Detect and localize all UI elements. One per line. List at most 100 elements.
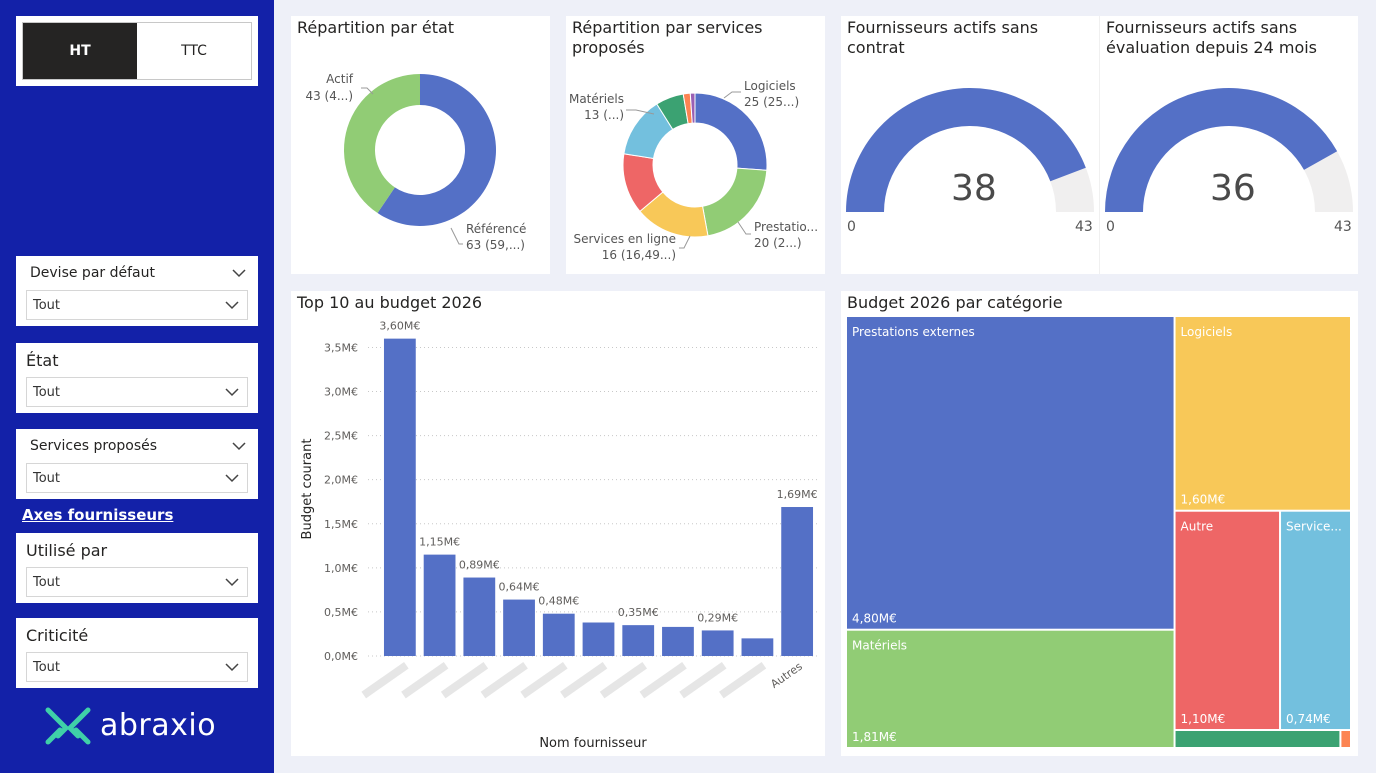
etat-slicer: État Tout (16, 343, 258, 413)
utilise-dropdown[interactable]: Tout (26, 567, 248, 597)
x-tick-label-redacted (639, 661, 687, 699)
bar[interactable] (662, 626, 694, 656)
x-tick-label-redacted (401, 661, 449, 699)
gauge1-chart (846, 88, 1094, 212)
bar[interactable] (701, 630, 734, 656)
bar[interactable] (503, 599, 535, 656)
gauge2-title-line1: Fournisseurs actifs sans (1106, 18, 1298, 37)
axes-fournisseurs-link[interactable]: Axes fournisseurs (22, 506, 174, 524)
x-tick-label-redacted (719, 661, 767, 699)
treemap-tile[interactable] (847, 317, 1174, 629)
bar[interactable] (741, 638, 774, 656)
slice-name-label: Référencé (466, 222, 526, 236)
criticite-dropdown[interactable]: Tout (26, 652, 248, 682)
slice-label: 25 (25...) (744, 95, 799, 109)
x-tick-label-redacted (520, 661, 568, 699)
bar-data-label: 0,35M€ (618, 606, 659, 619)
slice-label: Logiciels (744, 79, 796, 93)
chevron-down-icon[interactable] (230, 437, 248, 455)
x-tick-label: Autres (768, 660, 805, 691)
treemap-tile[interactable] (1175, 317, 1350, 510)
donut-slice-actif[interactable] (344, 74, 420, 214)
bar[interactable] (582, 622, 615, 657)
criticite-slicer: Criticité Tout (16, 618, 258, 688)
label-leader (626, 109, 655, 115)
devise-dropdown[interactable]: Tout (26, 290, 248, 320)
abraxio-logo-icon (45, 707, 91, 745)
treemap-tile[interactable] (1281, 511, 1350, 729)
top10-title: Top 10 au budget 2026 (297, 293, 483, 312)
devise-slicer-title: Devise par défaut (30, 265, 155, 281)
chevron-down-icon[interactable] (230, 264, 248, 282)
gauge2-max-label: 43 (1334, 219, 1352, 235)
chevron-down-icon (223, 573, 241, 591)
ht-button[interactable]: HT (23, 23, 137, 79)
treemap-tile-name: Logiciels (1181, 325, 1233, 339)
bar[interactable] (542, 613, 575, 656)
etat-dropdown[interactable]: Tout (26, 377, 248, 407)
label-leader (450, 227, 463, 245)
x-tick-label-redacted (440, 661, 489, 699)
treemap-tile[interactable] (847, 630, 1174, 747)
etat-dropdown-value: Tout (33, 384, 61, 400)
gauge-fill[interactable] (1105, 87, 1338, 212)
bar-data-label: 1,69M€ (777, 488, 818, 501)
treemap-tile[interactable] (1175, 511, 1280, 729)
gauge2-min-label: 0 (1106, 219, 1115, 235)
ttc-button[interactable]: TTC (181, 43, 207, 59)
services-dropdown-value: Tout (33, 470, 61, 486)
x-tick-label-redacted (361, 661, 409, 699)
y-tick-label: 3,0M€ (324, 386, 358, 399)
treemap-tile-value: 1,60M€ (1181, 493, 1226, 507)
treemap-title: Budget 2026 par catégorie (847, 293, 1063, 312)
treemap-tile-value: 1,81M€ (852, 730, 897, 744)
y-tick-label: 0,0M€ (324, 650, 358, 663)
top10-bar-chart: 0,0M€ 0,5M€ 1,0M€ 1,5M€ 2,0M€ 2,5M€ 3,0M€ 3,5M€… (300, 320, 818, 751)
treemap-tile-name: Matériels (852, 639, 907, 653)
bar-data-label: 1,15M€ (419, 536, 460, 549)
abraxio-logo: abraxio (44, 704, 216, 746)
bar[interactable] (622, 625, 655, 656)
utilise-slicer-title: Utilisé par (26, 540, 108, 560)
bar-data-label: 0,64M€ (499, 581, 540, 594)
services-donut-title-line2: proposés (572, 38, 645, 57)
label-leader (361, 87, 374, 95)
etat-donut-title: Répartition par état (297, 18, 455, 37)
treemap-tile[interactable] (1341, 731, 1350, 747)
services-dropdown[interactable]: Tout (26, 463, 248, 493)
treemap-tile-name: Service... (1286, 520, 1342, 534)
treemap-tile[interactable] (1175, 731, 1340, 747)
bar-data-label: 0,48M€ (538, 595, 579, 608)
services-donut-card: Répartition par services proposés Logici… (566, 16, 825, 274)
treemap-tile-name: Prestations externes (852, 325, 975, 339)
bar[interactable] (423, 554, 456, 656)
slice-label: Services en ligne (574, 232, 677, 246)
bar[interactable] (781, 507, 814, 656)
devise-dropdown-value: Tout (33, 297, 61, 313)
treemap-card: Budget 2026 par catégorie Prestations ex… (841, 291, 1358, 756)
bar[interactable] (383, 338, 416, 656)
etat-slicer-title: État (26, 350, 59, 370)
etat-donut-chart: Référencé 63 (59,...) Actif 43 (4...) (305, 72, 526, 252)
x-tick-label-redacted (679, 661, 727, 699)
services-slicer-title: Services proposés (30, 438, 158, 454)
x-tick-label-redacted (560, 661, 608, 699)
slice-value-label: 43 (4...) (305, 89, 353, 103)
x-tick-label-redacted (599, 661, 648, 699)
gauge1-title-line2: contrat (847, 38, 905, 57)
donut-slice-référencé[interactable] (377, 74, 496, 226)
slice-label: 20 (2...) (754, 236, 802, 250)
criticite-slicer-title: Criticité (26, 625, 89, 645)
y-tick-label: 1,5M€ (324, 518, 358, 531)
slice-label: 13 (...) (584, 108, 624, 122)
services-donut-title: Répartition par services proposés (572, 18, 763, 58)
donut-slice-unlabeled[interactable] (689, 92, 696, 124)
bar[interactable] (463, 577, 496, 656)
gauge1-value: 38 (951, 168, 997, 209)
y-tick-label: 3,5M€ (324, 341, 358, 354)
services-donut-title-line1: Répartition par services (572, 18, 763, 37)
y-tick-label: 2,5M€ (324, 430, 358, 443)
gauge-fill[interactable] (846, 88, 1086, 212)
gauges-card: Fournisseurs actifs sans contrat Fournis… (841, 16, 1358, 274)
slice-name-label: Actif (326, 72, 354, 86)
